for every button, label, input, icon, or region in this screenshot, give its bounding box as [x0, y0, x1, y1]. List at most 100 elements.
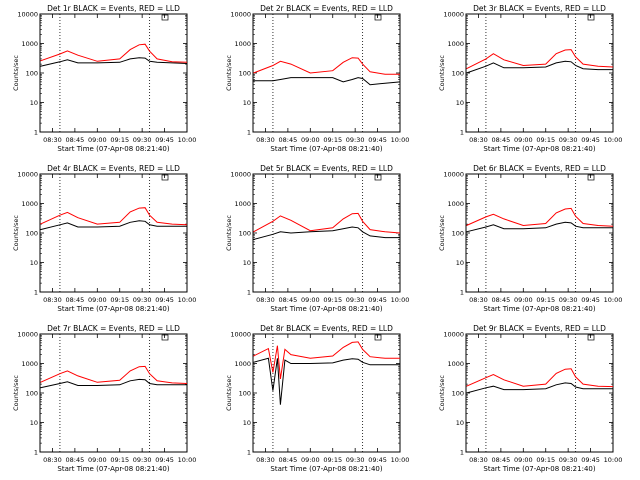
events-series-line: [253, 77, 401, 86]
y-tick-label: 10: [30, 99, 38, 107]
x-tick-label: 09:45: [368, 456, 387, 464]
corner-marker: [374, 14, 382, 21]
x-tick-label: 09:45: [155, 136, 174, 144]
x-tick-label: 10:00: [391, 136, 410, 144]
y-axis-label: Counts/sec: [225, 55, 233, 91]
lld-series-line: [40, 365, 188, 384]
x-tick-label: 08:30: [256, 456, 275, 464]
chart-title: Det 1r BLACK = Events, RED = LLD: [47, 4, 180, 13]
x-axis-label: Start Time (07-Apr-08 08:21:40): [57, 145, 169, 153]
x-axis-label: Start Time (07-Apr-08 08:21:40): [57, 305, 169, 313]
y-tick-label: 10000: [443, 331, 464, 339]
y-tick-label: 1: [34, 289, 38, 297]
y-tick-label: 10000: [230, 331, 251, 339]
corner-marker: [374, 334, 382, 341]
x-tick-label: 09:00: [88, 456, 107, 464]
chart-panel: Det 7r BLACK = Events, RED = LLD 1 10 100 10…: [12, 324, 196, 473]
y-tick-label: 1: [247, 129, 251, 137]
x-tick-label: 10:00: [604, 136, 623, 144]
lld-series-line: [466, 368, 614, 388]
x-tick-label: 09:45: [581, 136, 600, 144]
x-tick-label: 09:15: [110, 456, 129, 464]
x-tick-label: 08:45: [492, 136, 511, 144]
x-tick-label: 10:00: [178, 456, 197, 464]
y-axis-label: Counts/sec: [225, 375, 233, 411]
y-tick-label: 10: [456, 99, 464, 107]
x-tick-label: 08:45: [492, 296, 511, 304]
x-tick-label: 09:00: [514, 136, 533, 144]
y-tick-label: 1: [460, 449, 464, 457]
x-tick-label: 10:00: [391, 296, 410, 304]
x-tick-label: 08:45: [492, 456, 511, 464]
chart-title: Det 2r BLACK = Events, RED = LLD: [260, 4, 393, 13]
chart-panel: Det 6r BLACK = Events, RED = LLD 1 10 100 10…: [438, 164, 622, 313]
x-tick-label: 09:30: [133, 296, 152, 304]
y-tick-label: 100: [239, 230, 251, 238]
lld-series-line: [253, 341, 400, 379]
y-axis-label: Counts/sec: [438, 375, 446, 411]
corner-marker: [587, 334, 595, 341]
x-tick-label: 09:15: [323, 456, 342, 464]
y-tick-label: 10000: [230, 171, 251, 179]
y-tick-label: 1000: [234, 200, 251, 208]
y-tick-label: 10000: [17, 11, 38, 19]
x-tick-label: 08:30: [43, 296, 62, 304]
x-tick-label: 09:00: [301, 136, 320, 144]
y-tick-label: 1000: [234, 40, 251, 48]
chart-panel: Det 5r BLACK = Events, RED = LLD 1 10 100 10…: [225, 164, 409, 313]
plot-frame: [39, 333, 188, 453]
chart-panel: Det 1r BLACK = Events, RED = LLD 1 10 100 10…: [12, 4, 196, 153]
x-tick-label: 08:45: [66, 296, 85, 304]
y-tick-label: 10: [243, 419, 251, 427]
chart-panel: Det 2r BLACK = Events, RED = LLD 1 10 100 10…: [225, 4, 409, 153]
plot-frame: [252, 173, 401, 293]
x-tick-label: 08:45: [279, 456, 298, 464]
corner-marker: [587, 14, 595, 21]
x-tick-label: 09:00: [514, 296, 533, 304]
plot-frame: [39, 13, 188, 133]
y-tick-label: 100: [452, 70, 464, 78]
chart-title: Det 5r BLACK = Events, RED = LLD: [260, 164, 393, 173]
x-tick-label: 09:00: [88, 136, 107, 144]
x-tick-label: 09:45: [368, 136, 387, 144]
x-tick-label: 09:15: [536, 136, 555, 144]
chart-panel: Det 4r BLACK = Events, RED = LLD 1 10 100 10…: [12, 164, 196, 313]
x-tick-label: 09:15: [110, 136, 129, 144]
plot-frame: [465, 13, 614, 133]
y-tick-label: 10000: [230, 11, 251, 19]
corner-marker: [374, 174, 382, 181]
y-tick-label: 100: [239, 390, 251, 398]
y-tick-label: 10: [30, 419, 38, 427]
y-tick-label: 10: [30, 259, 38, 267]
y-tick-label: 1000: [21, 200, 38, 208]
chart-panel: Det 8r BLACK = Events, RED = LLD 1 10 100 10…: [225, 324, 409, 473]
x-tick-label: 09:30: [346, 456, 365, 464]
y-tick-label: 10: [456, 419, 464, 427]
y-tick-label: 10000: [443, 11, 464, 19]
corner-marker: [161, 334, 169, 341]
x-tick-label: 09:15: [323, 136, 342, 144]
y-axis-label: Counts/sec: [12, 55, 20, 91]
y-tick-label: 100: [26, 390, 38, 398]
x-tick-label: 09:00: [301, 296, 320, 304]
y-tick-label: 1000: [447, 360, 464, 368]
y-axis-label: Counts/sec: [12, 215, 20, 251]
x-tick-label: 10:00: [178, 296, 197, 304]
x-tick-label: 08:30: [469, 296, 488, 304]
y-tick-label: 10: [243, 99, 251, 107]
chart-title: Det 4r BLACK = Events, RED = LLD: [47, 164, 180, 173]
y-tick-label: 100: [452, 390, 464, 398]
x-tick-label: 08:30: [469, 456, 488, 464]
events-series-line: [253, 226, 400, 240]
corner-marker: [587, 174, 595, 181]
x-tick-label: 09:30: [133, 456, 152, 464]
x-tick-label: 08:45: [279, 136, 298, 144]
x-tick-label: 09:45: [581, 456, 600, 464]
x-tick-label: 09:15: [110, 296, 129, 304]
x-tick-label: 09:30: [133, 136, 152, 144]
x-tick-label: 08:30: [43, 456, 62, 464]
y-axis-label: Counts/sec: [438, 55, 446, 91]
corner-marker: [161, 174, 169, 181]
x-tick-label: 10:00: [604, 296, 623, 304]
x-axis-label: Start Time (07-Apr-08 08:21:40): [483, 145, 595, 153]
